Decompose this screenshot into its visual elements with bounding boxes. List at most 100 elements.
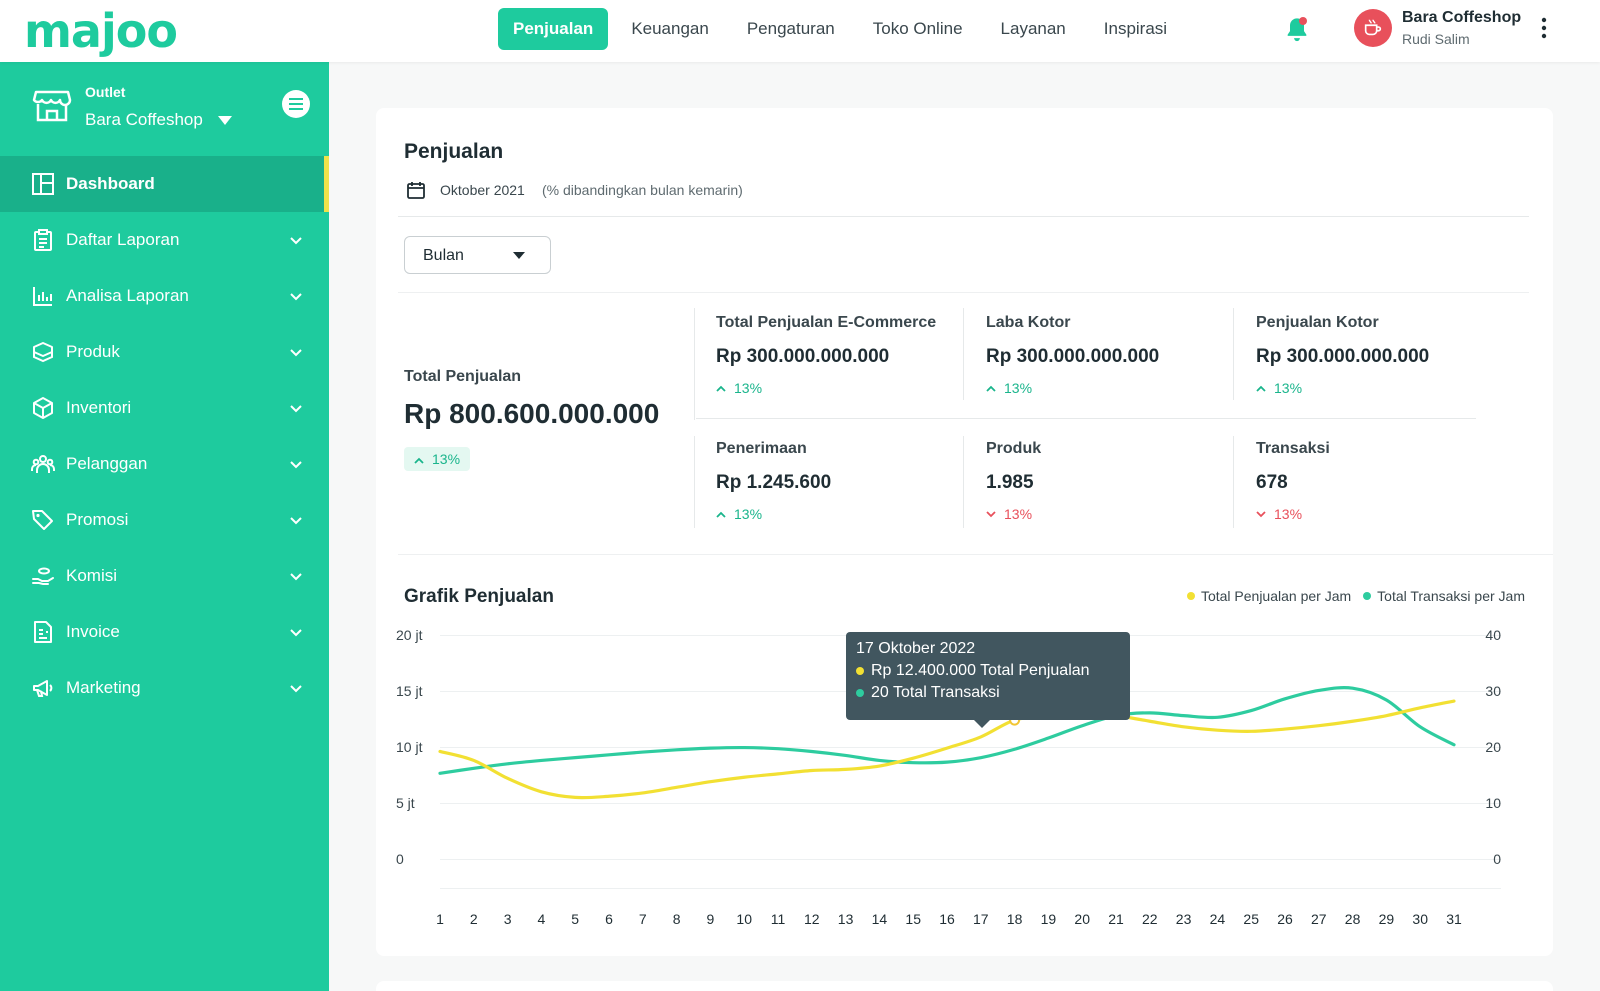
total-sales-value: Rp 800.600.000.000 — [404, 398, 660, 429]
stat-change-value: 13% — [1004, 380, 1033, 396]
more-vertical-icon[interactable] — [1540, 16, 1548, 40]
sidebar-item-produk[interactable]: Produk — [0, 324, 329, 380]
sidebar-item-label: Komisi — [66, 566, 118, 585]
menu-toggle-button[interactable] — [282, 90, 310, 118]
stat-change: 13% — [986, 506, 1236, 522]
stat-laba-kotor: Laba Kotor Rp 300.000.000.000 13% — [986, 314, 1236, 396]
outlet-name[interactable]: Bara Coffeshop — [85, 110, 203, 129]
stat-change: 13% — [716, 506, 966, 522]
stat-label: Produk — [986, 440, 1042, 457]
x-tick-label: 5 — [571, 911, 579, 927]
sidebar-item-analisa-laporan[interactable]: Analisa Laporan — [0, 268, 329, 324]
nav-keuangan[interactable]: Keuangan — [631, 19, 709, 38]
series-line-transactions — [438, 686, 1456, 775]
chevron-down-icon[interactable] — [289, 569, 303, 583]
avatar[interactable] — [1354, 9, 1392, 47]
x-tick-label: 30 — [1412, 911, 1428, 927]
chevron-down-icon[interactable] — [289, 345, 303, 359]
chevron-down-icon[interactable] — [289, 513, 303, 527]
sidebar-item-komisi[interactable]: Komisi — [0, 548, 329, 604]
sidebar-item-daftar-laporan[interactable]: Daftar Laporan — [0, 212, 329, 268]
period-note: (% dibandingkan bulan kemarin) — [542, 182, 743, 198]
tooltip-dot — [856, 689, 864, 697]
legend-label: Total Transaksi per Jam — [1377, 588, 1525, 604]
chevron-down-icon[interactable] — [289, 289, 303, 303]
chevron-down-icon — [986, 510, 996, 517]
x-tick-label: 6 — [605, 911, 613, 927]
tooltip-sales: Rp 12.400.000 Total Penjualan — [871, 662, 1090, 679]
sidebar-item-pelanggan[interactable]: Pelanggan — [0, 436, 329, 492]
sidebar-item-invoice[interactable]: Invoice — [0, 604, 329, 660]
nav-pengaturan[interactable]: Pengaturan — [746, 19, 835, 38]
box-icon — [33, 342, 53, 363]
y-left-tick-label: 15 jt — [396, 683, 423, 699]
sidebar-item-label: Marketing — [66, 678, 141, 697]
outlet-label: Outlet — [85, 84, 126, 100]
nav-inspirasi[interactable]: Inspirasi — [1103, 19, 1168, 38]
x-tick-label: 1 — [436, 911, 444, 927]
period-label: Oktober 2021 — [440, 182, 525, 198]
chart-legend: Total Penjualan per Jam Total Transaksi … — [1175, 588, 1525, 604]
caret-down-icon[interactable] — [218, 116, 232, 125]
chevron-up-icon — [716, 385, 726, 392]
nav-penjualan[interactable]: Penjualan — [498, 8, 609, 50]
invoice-icon — [34, 621, 52, 643]
majoo-logo[interactable]: majoo — [24, 4, 178, 58]
divider — [694, 308, 695, 420]
tag-icon — [32, 510, 53, 530]
sidebar-item-label: Promosi — [66, 510, 129, 529]
x-tick-label: 12 — [804, 911, 820, 927]
nav-layanan[interactable]: Layanan — [1000, 19, 1066, 38]
x-tick-label: 10 — [736, 911, 752, 927]
y-right-tick-label: 0 — [1493, 851, 1501, 867]
sidebar-item-label: Pelanggan — [66, 454, 148, 473]
sales-card: Penjualan Oktober 2021 (% dibandingkan b… — [376, 108, 1553, 956]
x-tick-label: 27 — [1311, 911, 1327, 927]
sidebar-menu: Dashboard Daftar Laporan Analisa Laporan… — [0, 156, 329, 716]
sidebar-item-promosi[interactable]: Promosi — [0, 492, 329, 548]
user-name[interactable]: Bara Coffeshop — [1402, 9, 1522, 26]
stat-label: Laba Kotor — [986, 314, 1071, 331]
tooltip-trx-row: 20 Total Transaksi — [856, 684, 1120, 702]
x-tick-label: 22 — [1142, 911, 1158, 927]
calendar-icon — [407, 182, 425, 199]
period-filter-select[interactable]: Bulan — [404, 236, 551, 274]
period-filter-value: Bulan — [423, 247, 464, 264]
x-tick-label: 14 — [872, 911, 888, 927]
chevron-down-icon[interactable] — [289, 681, 303, 695]
top-nav: Penjualan Keuangan Pengaturan Toko Onlin… — [498, 8, 1186, 50]
x-tick-label: 26 — [1277, 911, 1293, 927]
x-tick-label: 21 — [1108, 911, 1124, 927]
divider — [398, 292, 1529, 293]
sidebar-item-inventori[interactable]: Inventori — [0, 380, 329, 436]
chevron-down-icon[interactable] — [289, 401, 303, 415]
y-left-tick-label: 0 — [396, 851, 404, 867]
x-tick-label: 19 — [1041, 911, 1057, 927]
legend-item-sales[interactable]: Total Penjualan per Jam — [1186, 588, 1351, 604]
bar-chart-icon — [33, 287, 52, 306]
divider — [696, 418, 1476, 419]
users-icon — [31, 455, 55, 473]
x-tick-label: 7 — [639, 911, 647, 927]
stat-change-value: 13% — [734, 506, 763, 522]
y-left-tick-label: 5 jt — [396, 795, 415, 811]
chevron-up-icon — [986, 385, 996, 392]
divider — [694, 436, 695, 528]
x-tick-label: 11 — [771, 911, 786, 927]
tooltip-date: 17 Oktober 2022 — [856, 640, 976, 657]
x-tick-label: 20 — [1074, 911, 1090, 927]
x-tick-label: 18 — [1007, 911, 1023, 927]
nav-toko-online[interactable]: Toko Online — [872, 19, 963, 38]
megaphone-icon — [33, 680, 53, 697]
chevron-down-icon[interactable] — [289, 625, 303, 639]
sidebar-item-dashboard[interactable]: Dashboard — [0, 156, 329, 212]
stat-value: 1.985 — [986, 472, 1034, 493]
stat-penerimaan: Penerimaan Rp 1.245.600 13% — [716, 440, 966, 522]
chevron-down-icon[interactable] — [289, 233, 303, 247]
legend-item-transactions[interactable]: Total Transaksi per Jam — [1363, 588, 1525, 604]
sidebar-item-marketing[interactable]: Marketing — [0, 660, 329, 716]
stat-transaksi: Transaksi 678 13% — [1256, 440, 1506, 522]
chevron-down-icon[interactable] — [289, 457, 303, 471]
x-tick-label: 4 — [538, 911, 546, 927]
